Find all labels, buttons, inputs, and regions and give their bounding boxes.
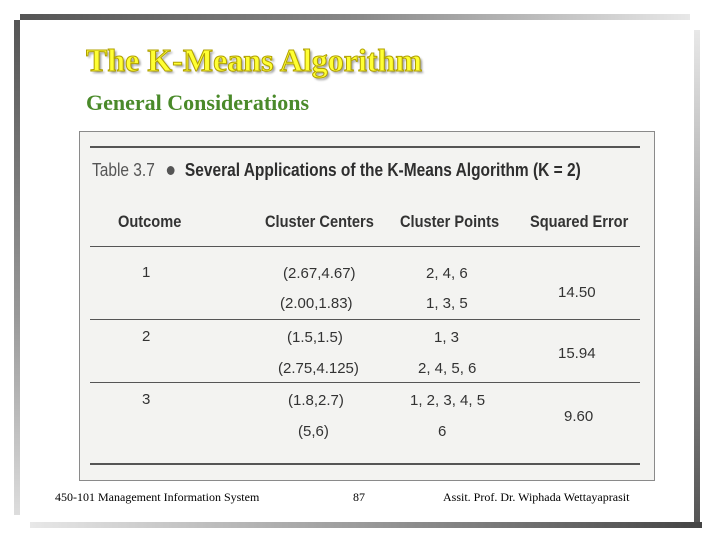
row-1-error: 14.50 (558, 284, 596, 301)
header-outcome: Outcome (118, 212, 182, 231)
frame-bottom-bar (30, 522, 702, 528)
slide-subtitle: General Considerations (86, 90, 310, 115)
frame-left-bar (14, 20, 20, 515)
table-image: Table 3.7 Several Applications of the K-M… (79, 131, 655, 481)
row-3-points-2: 6 (438, 423, 447, 440)
footer-author: Assit. Prof. Dr. Wiphada Wettayaprasit (443, 490, 630, 504)
table-number: Table 3.7 (92, 160, 155, 180)
row-2-points-2: 2, 4, 5, 6 (418, 360, 477, 377)
row-2-points-1: 1, 3 (434, 329, 460, 346)
frame-right-bar (694, 30, 700, 525)
row-3-outcome: 3 (142, 391, 151, 408)
row-3-center-2: (5,6) (298, 423, 329, 440)
table-rule-row-1 (90, 319, 640, 320)
bullet-icon (166, 165, 175, 175)
row-1-outcome: 1 (142, 264, 151, 281)
frame-top-bar (20, 14, 690, 20)
row-3-error: 9.60 (564, 408, 594, 425)
table-rule-top (90, 146, 640, 148)
table-rule-row-2 (90, 382, 640, 383)
row-1-center-1: (2.67,4.67) (283, 265, 356, 282)
row-1-points-2: 1, 3, 5 (426, 295, 468, 312)
table-rule-bottom (90, 463, 640, 465)
table-title: Several Applications of the K-Means Algo… (184, 160, 581, 180)
row-2-center-1: (1.5,1.5) (287, 329, 343, 346)
row-3-center-1: (1.8,2.7) (288, 392, 344, 409)
row-1-center-2: (2.00,1.83) (280, 295, 353, 312)
row-1-points-1: 2, 4, 6 (426, 265, 468, 282)
row-3-points-1: 1, 2, 3, 4, 5 (410, 392, 486, 409)
footer-course: 450-101 Management Information System (55, 490, 260, 504)
row-2-error: 15.94 (558, 345, 596, 362)
slide-title: The K-Means Algorithm (86, 42, 423, 79)
table-caption: Table 3.7 Several Applications of the K-M… (92, 160, 581, 181)
header-squared-error: Squared Error (530, 212, 629, 231)
header-cluster-centers: Cluster Centers (265, 212, 374, 231)
row-2-outcome: 2 (142, 328, 151, 345)
header-cluster-points: Cluster Points (400, 212, 500, 231)
footer-page-number: 87 (353, 490, 365, 504)
table-rule-header (90, 246, 640, 247)
row-2-center-2: (2.75,4.125) (278, 360, 359, 377)
